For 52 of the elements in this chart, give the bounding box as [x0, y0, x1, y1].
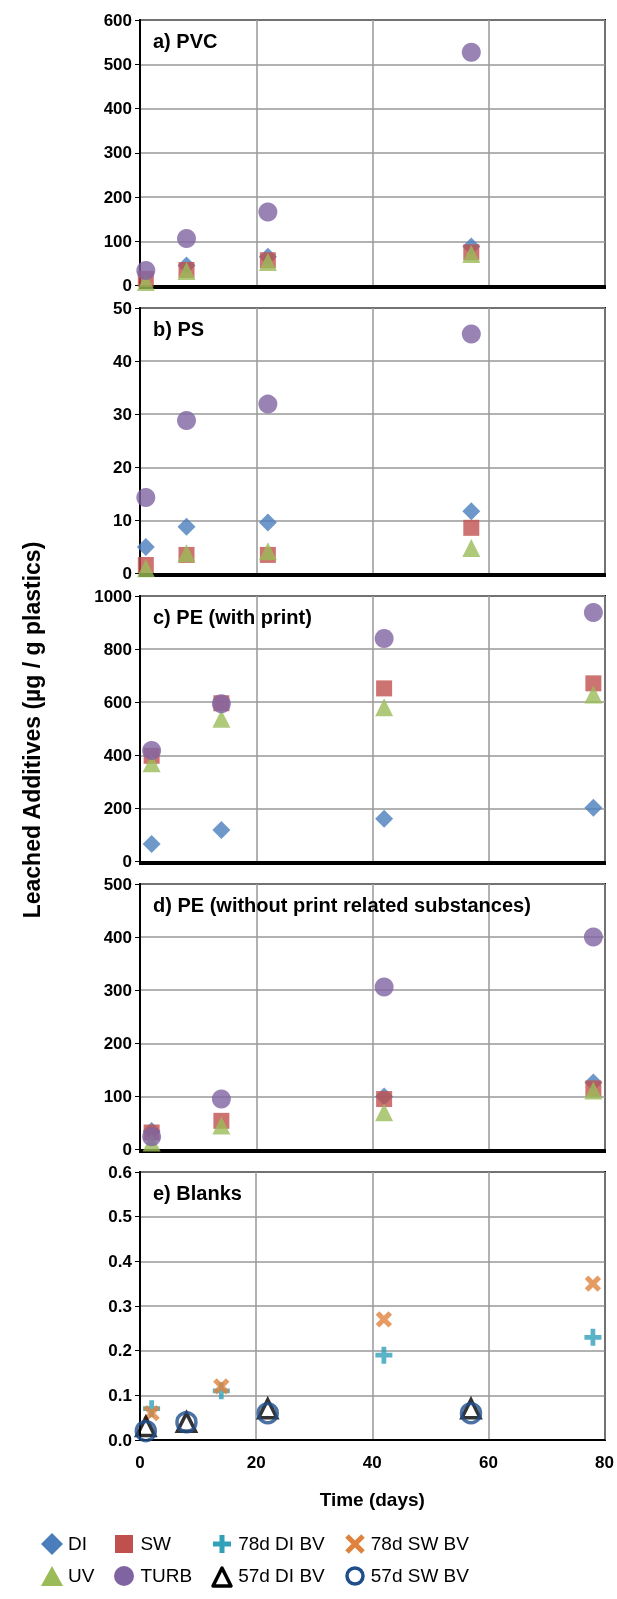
text: b) PS — [153, 318, 205, 340]
y-tick-label: 0.2 — [108, 1341, 132, 1361]
x-axis-title: Time (days) — [319, 1489, 425, 1510]
legend-label: 57d DI BV — [238, 1565, 325, 1587]
y-tick-label: 0.4 — [108, 1251, 133, 1271]
y-tick-label: 10 — [113, 510, 132, 530]
text: d) PE (without print related substances) — [153, 894, 531, 916]
y-tick-label: 100 — [103, 1086, 132, 1106]
text: a) PVC — [153, 30, 218, 52]
legend-label: 57d SW BV — [370, 1565, 469, 1587]
legend-label: DI — [68, 1533, 87, 1555]
legend-label: TURB — [140, 1565, 193, 1587]
y-tick-label: 300 — [103, 143, 132, 163]
y-tick-label: 30 — [113, 404, 132, 424]
y-tick-label: 600 — [103, 10, 132, 30]
legend-label: UV — [68, 1565, 95, 1587]
y-tick-label: 200 — [103, 798, 132, 818]
y-tick-label: 40 — [113, 351, 132, 371]
y-tick-label: 0 — [122, 564, 132, 583]
x-tick-label: 20 — [246, 1453, 266, 1472]
y-tick-label: 0 — [122, 1140, 132, 1159]
legend-label: 78d SW BV — [370, 1533, 469, 1555]
x-tick-label: 0 — [135, 1453, 145, 1472]
y-tick-label: 0.3 — [108, 1296, 132, 1316]
y-tick-label: 100 — [103, 231, 132, 251]
y-tick-label: 0 — [122, 276, 132, 295]
y-tick-label: 0.6 — [108, 1162, 132, 1182]
x-tick-label: 60 — [478, 1453, 498, 1472]
y-tick-label: 1000 — [94, 586, 132, 606]
y-tick-label: 600 — [103, 692, 132, 712]
y-tick-label: 800 — [103, 639, 132, 659]
y-tick-label: 200 — [103, 1033, 132, 1053]
y-tick-label: 500 — [103, 54, 132, 74]
y-tick-label: 0 — [122, 852, 132, 871]
y-tick-label: 200 — [103, 187, 132, 207]
text: c) PE (with print) — [153, 606, 312, 628]
legend-label: SW — [140, 1533, 172, 1555]
y-tick-label: 400 — [103, 745, 132, 765]
y-tick-label: 400 — [103, 99, 132, 118]
y-tick-label: 500 — [103, 874, 132, 894]
y-tick-label: 50 — [113, 298, 132, 318]
y-tick-label: 0.5 — [108, 1207, 132, 1227]
y-tick-label: 300 — [103, 980, 132, 1000]
y-tick-label: 0.0 — [108, 1430, 132, 1450]
y-tick-label: 400 — [103, 927, 132, 947]
y-tick-label: 20 — [113, 457, 132, 477]
y-axis-title: Leached Additives (µg / g plastics) — [18, 541, 46, 919]
x-tick-label: 40 — [362, 1453, 382, 1472]
y-tick-label: 0.1 — [108, 1385, 132, 1405]
text: e) Blanks — [153, 1182, 242, 1204]
legend-label: 78d DI BV — [238, 1533, 325, 1555]
x-tick-label: 80 — [595, 1453, 615, 1472]
